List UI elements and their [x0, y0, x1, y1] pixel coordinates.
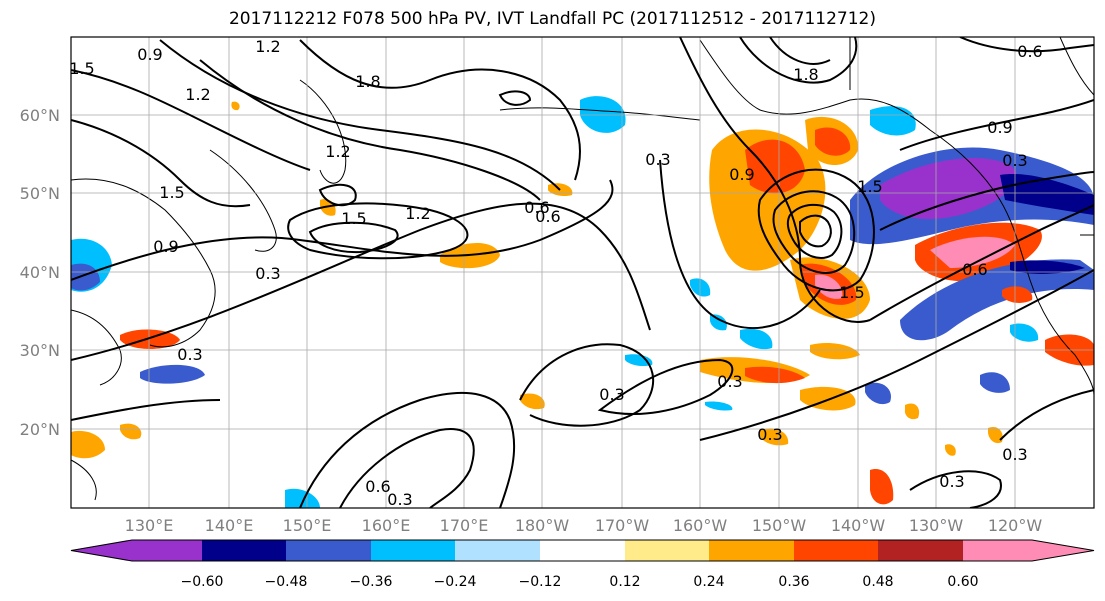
- contour-label: 0.9: [987, 118, 1012, 137]
- colorbar-segment: [794, 540, 878, 561]
- contour-label: 1.5: [69, 59, 94, 78]
- colorbar-tick-label: 0.60: [947, 574, 978, 590]
- contour-label: 0.6: [535, 207, 560, 226]
- pv-contours: [71, 37, 1094, 508]
- colorbar-tick-label: −0.24: [434, 574, 477, 590]
- contour-label: 1.5: [159, 183, 184, 202]
- lat-label: 40°N: [20, 263, 60, 282]
- lon-label: 140°E: [205, 516, 254, 535]
- contour-label: 1.5: [857, 177, 882, 196]
- lon-label: 170°W: [595, 516, 650, 535]
- contour-label: 0.9: [137, 45, 162, 64]
- graticule: [71, 37, 1094, 508]
- contour-label: 1.2: [405, 204, 430, 223]
- colorbar-segment: [709, 540, 794, 561]
- colorbar-segment: [371, 540, 455, 561]
- contour-label: 0.3: [177, 345, 202, 364]
- colorbar-tick-label: −0.60: [181, 574, 224, 590]
- contour-label: 0.6: [1017, 42, 1042, 61]
- plot-title: 2017112212 F078 500 hPa PV, IVT Landfall…: [228, 9, 876, 29]
- contour-label: 0.3: [757, 425, 782, 444]
- lon-labels: 130°E 140°E 150°E 160°E 170°E 180°W 170°…: [125, 516, 1043, 535]
- lon-label: 140°W: [831, 516, 886, 535]
- lat-label: 30°N: [20, 341, 60, 360]
- contour-label: 0.6: [365, 477, 390, 496]
- colorbar-tick-label: −0.36: [350, 574, 393, 590]
- contour-label: 1.5: [341, 209, 366, 228]
- colorbar-segment: [540, 540, 625, 561]
- contour-label: 0.3: [717, 372, 742, 391]
- contour-labels: 1.5 0.9 1.2 1.8 1.2 1.5 1.5 1.2 0.9 0.3 …: [69, 37, 1043, 509]
- contour-label: 0.3: [1002, 445, 1027, 464]
- colorbar-segment: [71, 540, 202, 561]
- contour-label: 0.9: [153, 237, 178, 256]
- colorbar-tick-label: 0.24: [693, 574, 724, 590]
- map-frame: [70, 36, 1095, 509]
- colorbar-tick-label: 0.48: [862, 574, 893, 590]
- lon-label: 160°W: [673, 516, 728, 535]
- contour-label: 0.3: [939, 472, 964, 491]
- colorbar-tick-label: 0.12: [609, 574, 640, 590]
- lat-label: 60°N: [20, 106, 60, 125]
- lon-label: 130°W: [909, 516, 964, 535]
- colorbar-segment: [963, 540, 1094, 561]
- contour-label: 1.2: [325, 142, 350, 161]
- contour-label: 0.3: [255, 264, 280, 283]
- lat-labels: 60°N 50°N 40°N 30°N 20°N: [20, 106, 60, 439]
- colorbar-segment: [286, 540, 371, 561]
- lon-label: 130°E: [125, 516, 174, 535]
- lon-label: 150°E: [283, 516, 332, 535]
- colorbar-tick-label: 0.36: [778, 574, 809, 590]
- contour-label: 1.8: [793, 65, 818, 84]
- contour-label: 0.9: [729, 165, 754, 184]
- contour-label: 0.3: [387, 490, 412, 509]
- colorbar-segment: [455, 540, 540, 561]
- contour-label: 0.3: [645, 150, 670, 169]
- contour-label: 0.6: [962, 260, 987, 279]
- contour-label: 1.2: [255, 37, 280, 56]
- contour-label: 1.5: [839, 283, 864, 302]
- colorbar: [70, 539, 1095, 562]
- colorbar-segment: [202, 540, 286, 561]
- lon-label: 150°W: [752, 516, 807, 535]
- colorbar-segment: [625, 540, 709, 561]
- lon-label: 160°E: [362, 516, 411, 535]
- contour-label: 0.6: [524, 198, 549, 217]
- lon-label: 170°E: [440, 516, 489, 535]
- colorbar-ticks: −0.60 −0.48 −0.36 −0.24 −0.12 0.12 0.24 …: [181, 574, 979, 590]
- colorbar-tick-label: −0.48: [265, 574, 308, 590]
- lat-label: 50°N: [20, 184, 60, 203]
- colorbar-segment: [878, 540, 963, 561]
- contour-label: 1.2: [185, 85, 210, 104]
- lon-label: 180°W: [515, 516, 570, 535]
- colorbar-outline: [70, 539, 1095, 562]
- lat-label: 20°N: [20, 420, 60, 439]
- contour-label: 1.8: [355, 72, 380, 91]
- colorbar-tick-label: −0.12: [519, 574, 562, 590]
- lon-label: 120°W: [988, 516, 1043, 535]
- contour-label: 0.3: [1002, 151, 1027, 170]
- contour-label: 0.3: [599, 385, 624, 404]
